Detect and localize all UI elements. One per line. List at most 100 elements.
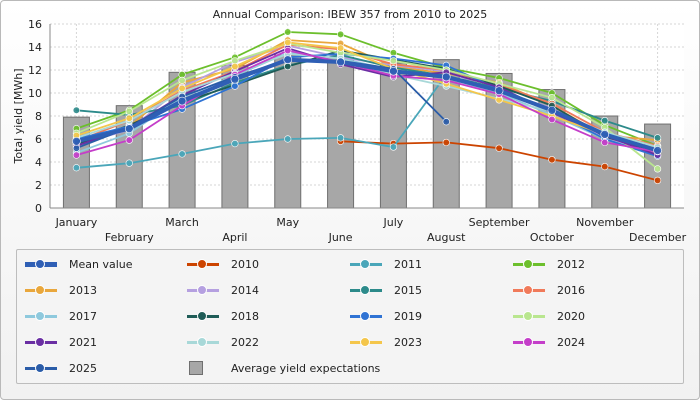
- series-line: [75, 49, 659, 156]
- series-point: [389, 57, 398, 65]
- series-point: [178, 76, 186, 84]
- legend-item: 2012: [513, 253, 585, 275]
- series-point: [336, 30, 345, 38]
- series-point: [601, 163, 609, 171]
- series-point: [283, 55, 293, 64]
- series-point: [231, 62, 239, 71]
- legend-item: 2022: [187, 331, 259, 353]
- legend-swatch: [187, 283, 219, 297]
- series-point: [601, 138, 609, 147]
- x-tick-label: July: [383, 216, 404, 229]
- series-point: [231, 82, 239, 90]
- legend-label: 2017: [69, 309, 97, 323]
- legend-label: Average yield expectations: [231, 361, 381, 375]
- legend-label: 2014: [231, 283, 259, 297]
- series-point: [178, 150, 186, 158]
- legend-swatch: [187, 309, 219, 323]
- x-tick-label: September: [469, 216, 530, 229]
- legend-label: 2020: [557, 309, 585, 323]
- series-point: [548, 156, 556, 164]
- legend-swatch: [350, 257, 382, 271]
- x-tick-label: January: [55, 216, 98, 229]
- legend-item: 2021: [25, 331, 97, 353]
- legend-label: 2023: [394, 335, 422, 349]
- series-point: [72, 144, 81, 152]
- series-point: [284, 28, 292, 36]
- legend-label: 2025: [69, 361, 97, 375]
- legend-label: 2022: [231, 335, 259, 349]
- legend-label: Mean value: [69, 257, 133, 271]
- series-point: [72, 151, 81, 159]
- legend-item: 2018: [187, 305, 259, 327]
- legend-swatch: [513, 335, 545, 349]
- y-tick-label: 6: [35, 133, 42, 146]
- legend-label: 2013: [69, 283, 97, 297]
- series-point: [389, 143, 398, 151]
- legend-swatch: [25, 257, 57, 271]
- x-tick-label: October: [530, 231, 574, 244]
- series-point: [442, 138, 450, 147]
- series-point: [653, 176, 662, 184]
- legend-swatch: [25, 309, 57, 323]
- x-tick-label: March: [165, 216, 199, 229]
- series-point: [124, 124, 134, 133]
- y-tick-label: 10: [28, 87, 42, 100]
- series-point: [495, 144, 503, 152]
- legend-item: 2014: [187, 279, 259, 301]
- y-tick-label: 2: [35, 179, 42, 192]
- legend-item: 2017: [25, 305, 97, 327]
- y-tick-label: 8: [35, 110, 42, 123]
- legend-label: 2012: [557, 257, 585, 271]
- series-point: [494, 86, 504, 95]
- chart-legend: Mean value 2010 2011 2012 2013 2014 2015 2016 20…: [16, 249, 684, 384]
- series-point: [284, 46, 292, 55]
- series-point: [653, 146, 662, 155]
- chart-title: Annual Comparison: IBEW 357 from 2010 to…: [212, 8, 488, 21]
- legend-swatch: [513, 257, 545, 271]
- series-point: [441, 72, 451, 82]
- series-point: [653, 134, 662, 142]
- legend-swatch: [350, 283, 382, 297]
- x-tick-label: February: [105, 231, 154, 244]
- bar: [274, 54, 302, 209]
- series-point: [72, 106, 81, 114]
- x-tick-label: April: [222, 231, 247, 244]
- legend-label: 2024: [557, 335, 585, 349]
- series-point: [177, 96, 187, 106]
- legend-swatch: [187, 361, 219, 375]
- series-point: [336, 57, 345, 67]
- y-tick-label: 12: [28, 64, 42, 77]
- legend-item: 2023: [350, 331, 422, 353]
- legend-swatch: [25, 335, 57, 349]
- legend-item: 2025: [25, 357, 97, 379]
- series-point: [125, 159, 133, 167]
- series-point: [231, 140, 239, 148]
- legend-label: 2021: [69, 335, 97, 349]
- legend-swatch: [350, 335, 382, 349]
- y-tick-label: 4: [35, 156, 42, 169]
- series-line: [75, 41, 659, 152]
- legend-swatch: [513, 309, 545, 323]
- series-point: [600, 130, 610, 139]
- series-point: [125, 107, 133, 115]
- legend-label: 2019: [394, 309, 422, 323]
- legend-item: Mean value: [25, 253, 133, 275]
- x-tick-label: November: [576, 216, 634, 229]
- legend-label: 2015: [394, 283, 422, 297]
- bar: [327, 56, 355, 209]
- series-point: [178, 84, 186, 92]
- series-point: [125, 114, 133, 122]
- legend-item: 2011: [350, 253, 422, 275]
- legend-item: 2010: [187, 253, 259, 275]
- legend-item: 2013: [25, 279, 97, 301]
- chart-plot: 0 2 4 6 8 10 12 14 16 January February March April Ma…: [12, 18, 687, 244]
- legend-item: 2015: [350, 279, 422, 301]
- series-point: [72, 137, 81, 146]
- series-point: [653, 165, 662, 173]
- legend-label: 2010: [231, 257, 259, 271]
- series-point: [284, 62, 292, 71]
- series-point: [548, 93, 556, 102]
- legend-item: 2024: [513, 331, 585, 353]
- series-point: [284, 135, 292, 143]
- series-line: [75, 73, 448, 169]
